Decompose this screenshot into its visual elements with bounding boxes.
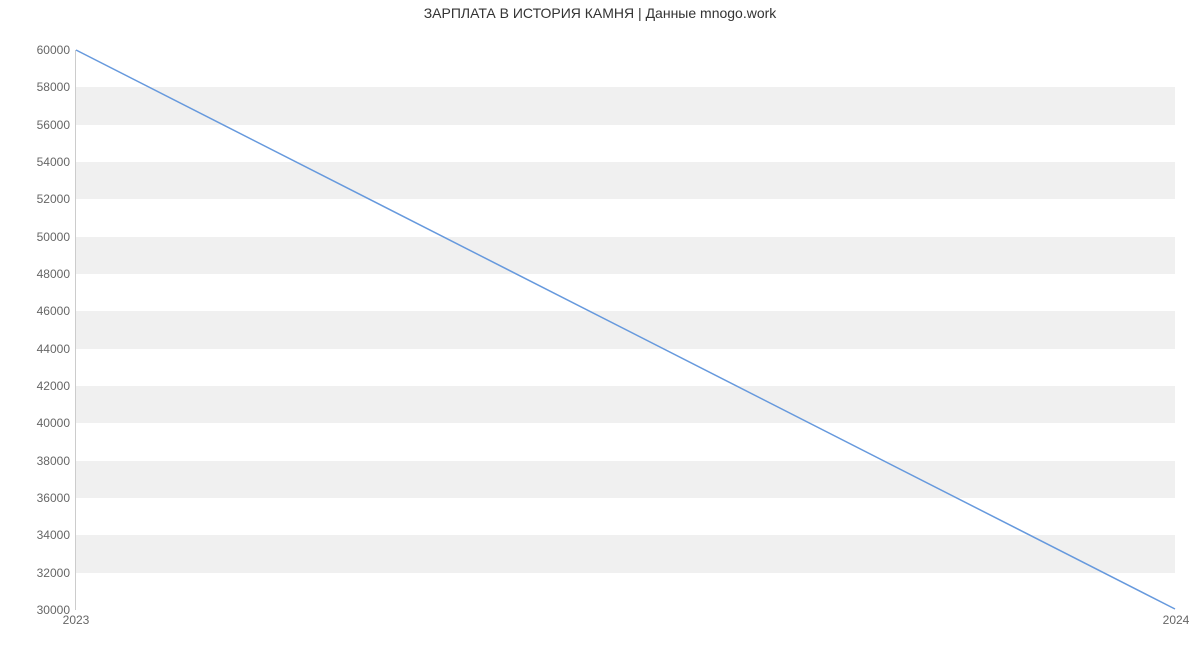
y-tick-label: 36000: [37, 491, 70, 505]
chart-title: ЗАРПЛАТА В ИСТОРИЯ КАМНЯ | Данные mnogo.…: [0, 5, 1200, 21]
y-tick-label: 32000: [37, 566, 70, 580]
plot-area: 3000032000340003600038000400004200044000…: [75, 50, 1175, 610]
y-tick-label: 46000: [37, 304, 70, 318]
x-tick-label: 2024: [1163, 613, 1190, 627]
y-tick-label: 48000: [37, 267, 70, 281]
x-tick-label: 2023: [63, 613, 90, 627]
y-tick-label: 58000: [37, 80, 70, 94]
y-tick-label: 40000: [37, 416, 70, 430]
y-tick-label: 50000: [37, 230, 70, 244]
y-tick-label: 54000: [37, 155, 70, 169]
y-tick-label: 44000: [37, 342, 70, 356]
chart-line-layer: [76, 50, 1175, 609]
y-tick-label: 60000: [37, 43, 70, 57]
y-tick-label: 52000: [37, 192, 70, 206]
y-tick-label: 42000: [37, 379, 70, 393]
y-tick-label: 56000: [37, 118, 70, 132]
y-tick-label: 38000: [37, 454, 70, 468]
series-line-salary: [76, 50, 1175, 609]
y-tick-label: 34000: [37, 528, 70, 542]
